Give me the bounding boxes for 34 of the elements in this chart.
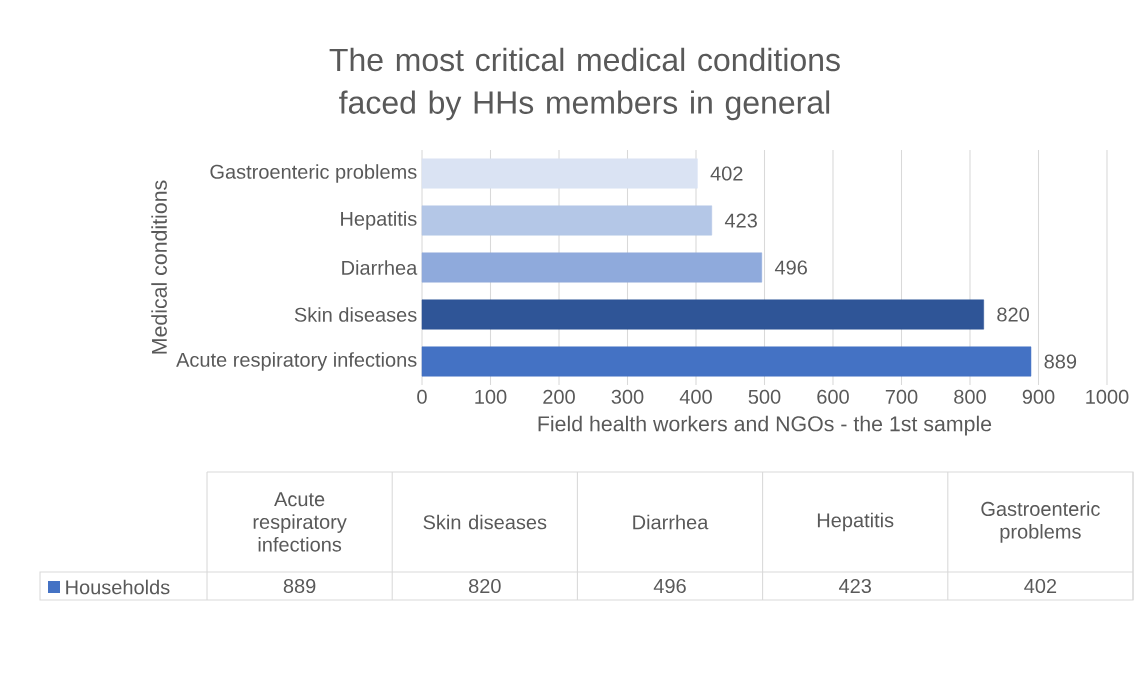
y-axis-title: Medical conditions — [151, 180, 167, 354]
y-tick-label: Skin diseases — [294, 307, 417, 322]
text: 820 — [469, 578, 501, 594]
text: 496 — [653, 578, 686, 594]
x-tick-label: 300 — [611, 389, 644, 404]
category-label: Hepatitis — [817, 512, 894, 532]
legend-label: Households — [66, 579, 170, 595]
x-tick-label: 800 — [954, 389, 986, 404]
y-tick-label: Diarrhea — [342, 260, 418, 275]
y-tick-label: Gastroenteric problems — [210, 164, 417, 183]
x-tick-label: 1000 — [1086, 389, 1129, 404]
category-label: Gastroenteric problems — [981, 501, 1100, 543]
text: 402 — [1024, 578, 1057, 594]
data-label: 889 — [1044, 354, 1077, 369]
x-tick-label: 0 — [417, 389, 427, 404]
chart-title: The most critical medical conditions faced by HHs members in general — [329, 47, 840, 121]
y-tick-label: Hepatitis — [341, 211, 417, 230]
x-tick-label: 200 — [543, 389, 575, 404]
category-label: Diarrhea — [633, 514, 709, 530]
x-tick-label: 400 — [679, 389, 712, 404]
y-tick-label: Acute respiratory infections — [176, 352, 417, 371]
data-label: 496 — [774, 260, 807, 275]
text: 423 — [838, 578, 872, 594]
data-label: 820 — [997, 307, 1029, 322]
x-tick-label: 900 — [1022, 389, 1055, 404]
x-tick-label: 100 — [475, 389, 507, 404]
x-tick-label: 500 — [748, 389, 781, 404]
category-label: Skin diseases — [423, 514, 547, 530]
x-tick-label: 600 — [817, 389, 849, 404]
data-label: 423 — [724, 213, 757, 228]
text: 889 — [283, 578, 316, 594]
x-tick-label: 700 — [885, 389, 918, 404]
data-label: 402 — [710, 166, 743, 181]
x-axis-title: Field health workers and NGOs - the 1st sample — [538, 415, 992, 436]
